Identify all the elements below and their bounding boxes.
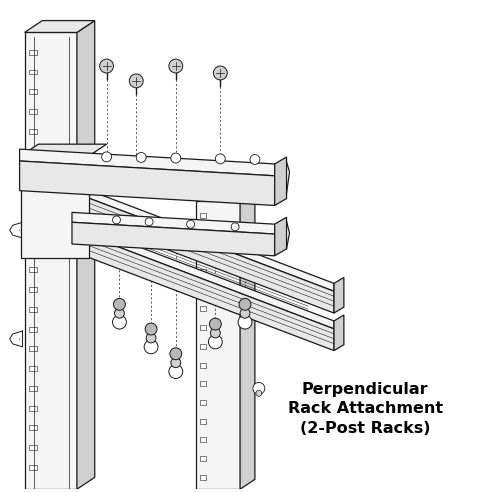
- Circle shape: [211, 328, 220, 338]
- Polygon shape: [20, 161, 275, 206]
- Circle shape: [253, 382, 265, 394]
- Circle shape: [210, 318, 221, 330]
- Polygon shape: [200, 419, 207, 424]
- Polygon shape: [334, 277, 344, 313]
- Polygon shape: [72, 213, 275, 234]
- Circle shape: [102, 152, 112, 162]
- Polygon shape: [77, 21, 95, 489]
- Circle shape: [144, 340, 158, 354]
- Polygon shape: [77, 185, 334, 291]
- Polygon shape: [200, 213, 207, 218]
- Circle shape: [171, 153, 181, 163]
- Polygon shape: [30, 426, 37, 430]
- Polygon shape: [200, 437, 207, 442]
- Polygon shape: [30, 89, 37, 94]
- Circle shape: [209, 335, 222, 349]
- Polygon shape: [30, 168, 37, 173]
- Polygon shape: [77, 231, 334, 351]
- Polygon shape: [200, 232, 207, 237]
- Polygon shape: [30, 386, 37, 391]
- Polygon shape: [30, 129, 37, 134]
- Polygon shape: [200, 363, 207, 368]
- Polygon shape: [240, 190, 255, 489]
- Polygon shape: [77, 223, 334, 329]
- Polygon shape: [200, 288, 207, 293]
- Polygon shape: [200, 344, 207, 349]
- Text: Perpendicular
Rack Attachment
(2-Post Racks): Perpendicular Rack Attachment (2-Post Ra…: [288, 382, 443, 436]
- Polygon shape: [72, 222, 275, 256]
- Circle shape: [100, 59, 114, 73]
- Circle shape: [146, 333, 156, 343]
- Circle shape: [115, 308, 124, 318]
- Polygon shape: [30, 208, 37, 213]
- Polygon shape: [200, 381, 207, 386]
- Polygon shape: [200, 250, 207, 255]
- Polygon shape: [30, 188, 37, 193]
- Polygon shape: [196, 201, 240, 489]
- Circle shape: [256, 390, 262, 396]
- Polygon shape: [196, 190, 255, 201]
- Circle shape: [145, 323, 157, 335]
- Circle shape: [238, 315, 252, 329]
- Polygon shape: [30, 50, 37, 55]
- Polygon shape: [25, 32, 77, 489]
- Circle shape: [239, 299, 251, 310]
- Circle shape: [231, 223, 239, 231]
- Polygon shape: [30, 109, 37, 114]
- Circle shape: [250, 154, 260, 164]
- Circle shape: [214, 66, 227, 80]
- Polygon shape: [30, 307, 37, 312]
- Circle shape: [145, 218, 153, 226]
- Circle shape: [215, 154, 225, 164]
- Circle shape: [129, 74, 143, 88]
- Polygon shape: [200, 475, 207, 480]
- Circle shape: [113, 315, 126, 329]
- Polygon shape: [30, 366, 37, 371]
- Polygon shape: [275, 217, 286, 256]
- Polygon shape: [30, 247, 37, 252]
- Polygon shape: [30, 465, 37, 470]
- Circle shape: [240, 308, 250, 318]
- Polygon shape: [200, 269, 207, 274]
- Polygon shape: [200, 456, 207, 461]
- Polygon shape: [275, 157, 286, 206]
- Polygon shape: [30, 267, 37, 272]
- Circle shape: [114, 299, 125, 310]
- Circle shape: [169, 365, 183, 378]
- Polygon shape: [200, 400, 207, 405]
- Polygon shape: [30, 346, 37, 351]
- Circle shape: [186, 220, 195, 228]
- Circle shape: [113, 216, 121, 224]
- Polygon shape: [77, 193, 334, 313]
- Polygon shape: [20, 149, 275, 176]
- Circle shape: [136, 153, 146, 162]
- Polygon shape: [200, 307, 207, 311]
- Circle shape: [169, 59, 183, 73]
- Polygon shape: [30, 406, 37, 411]
- Polygon shape: [30, 69, 37, 74]
- Polygon shape: [30, 149, 37, 154]
- Polygon shape: [200, 325, 207, 330]
- Circle shape: [171, 358, 181, 368]
- Polygon shape: [30, 445, 37, 450]
- Polygon shape: [30, 327, 37, 332]
- Circle shape: [170, 348, 182, 360]
- Polygon shape: [21, 144, 107, 156]
- Polygon shape: [25, 21, 95, 32]
- Polygon shape: [30, 287, 37, 292]
- Polygon shape: [334, 315, 344, 351]
- Polygon shape: [30, 228, 37, 233]
- Polygon shape: [21, 156, 89, 258]
